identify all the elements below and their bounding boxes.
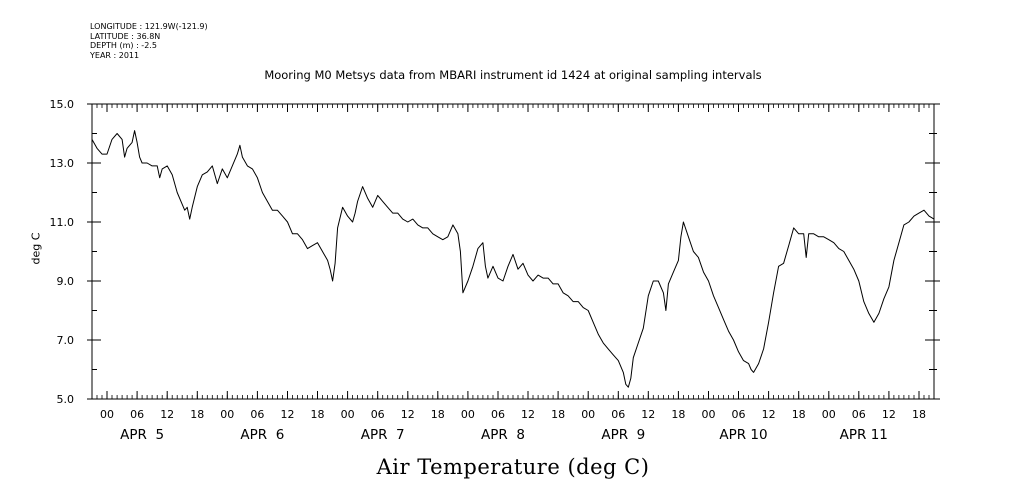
x-tick-label: 18 [431,408,445,421]
latitude-text: LATITUDE : 36.8N [90,31,161,41]
x-tick-label: 00 [100,408,114,421]
day-label: APR 10 [719,427,767,443]
x-tick-label: 00 [220,408,234,421]
y-tick-label: 5.0 [57,393,75,406]
y-tick-label: 15.0 [50,98,75,111]
y-tick-label: 13.0 [50,157,75,170]
x-tick-label: 06 [611,408,625,421]
x-tick-label: 12 [281,408,295,421]
x-tick-label: 06 [852,408,866,421]
day-label: APR 5 [120,427,164,443]
x-tick-label: 00 [822,408,836,421]
x-tick-label: 06 [491,408,505,421]
y-tick-label: 9.0 [57,275,75,288]
x-tick-label: 18 [311,408,325,421]
longitude-text: LONGITUDE : 121.9W(-121.9) [90,22,208,31]
y-ticks [87,103,940,400]
x-axis-label: Air Temperature (deg C) [376,455,650,479]
x-tick-label: 12 [401,408,415,421]
x-tick-label: 18 [190,408,204,421]
depth-text: DEPTH (m) : -2.5 [90,41,157,50]
year-text: YEAR : 2011 [90,50,140,60]
chart-title: Mooring M0 Metsys data from MBARI instru… [264,68,762,82]
x-tick-label: 12 [882,408,896,421]
x-tick-label: 12 [641,408,655,421]
x-tick-label: 18 [912,408,926,421]
x-tick-label: 18 [792,408,806,421]
x-tick-label: 06 [250,408,264,421]
day-label: APR 9 [601,427,645,443]
x-minor-ticks [91,104,935,399]
plot-frame [91,103,935,400]
day-label: APR 8 [481,427,525,443]
x-tick-label: 06 [130,408,144,421]
x-tick-label: 12 [762,408,776,421]
x-tick-label: 12 [160,408,174,421]
series-line-0 [91,130,935,388]
metadata-block: LONGITUDE : 121.9W(-121.9) LATITUDE : 36… [90,22,208,60]
y-tick-label: 11.0 [50,216,75,229]
x-tick-label: 18 [551,408,565,421]
x-tick-label: 06 [732,408,746,421]
x-tick-label: 00 [702,408,716,421]
day-label: APR 6 [240,427,284,443]
day-label: APR 11 [840,427,888,443]
x-tick-label: 00 [341,408,355,421]
x-tick-label: 12 [521,408,535,421]
x-tick-label: 00 [581,408,595,421]
day-label: APR 7 [361,427,405,443]
x-major-ticks [106,104,920,399]
x-tick-label: 00 [461,408,475,421]
y-tick-label: 7.0 [57,334,75,347]
x-tick-label: 06 [371,408,385,421]
x-tick-label: 18 [671,408,685,421]
